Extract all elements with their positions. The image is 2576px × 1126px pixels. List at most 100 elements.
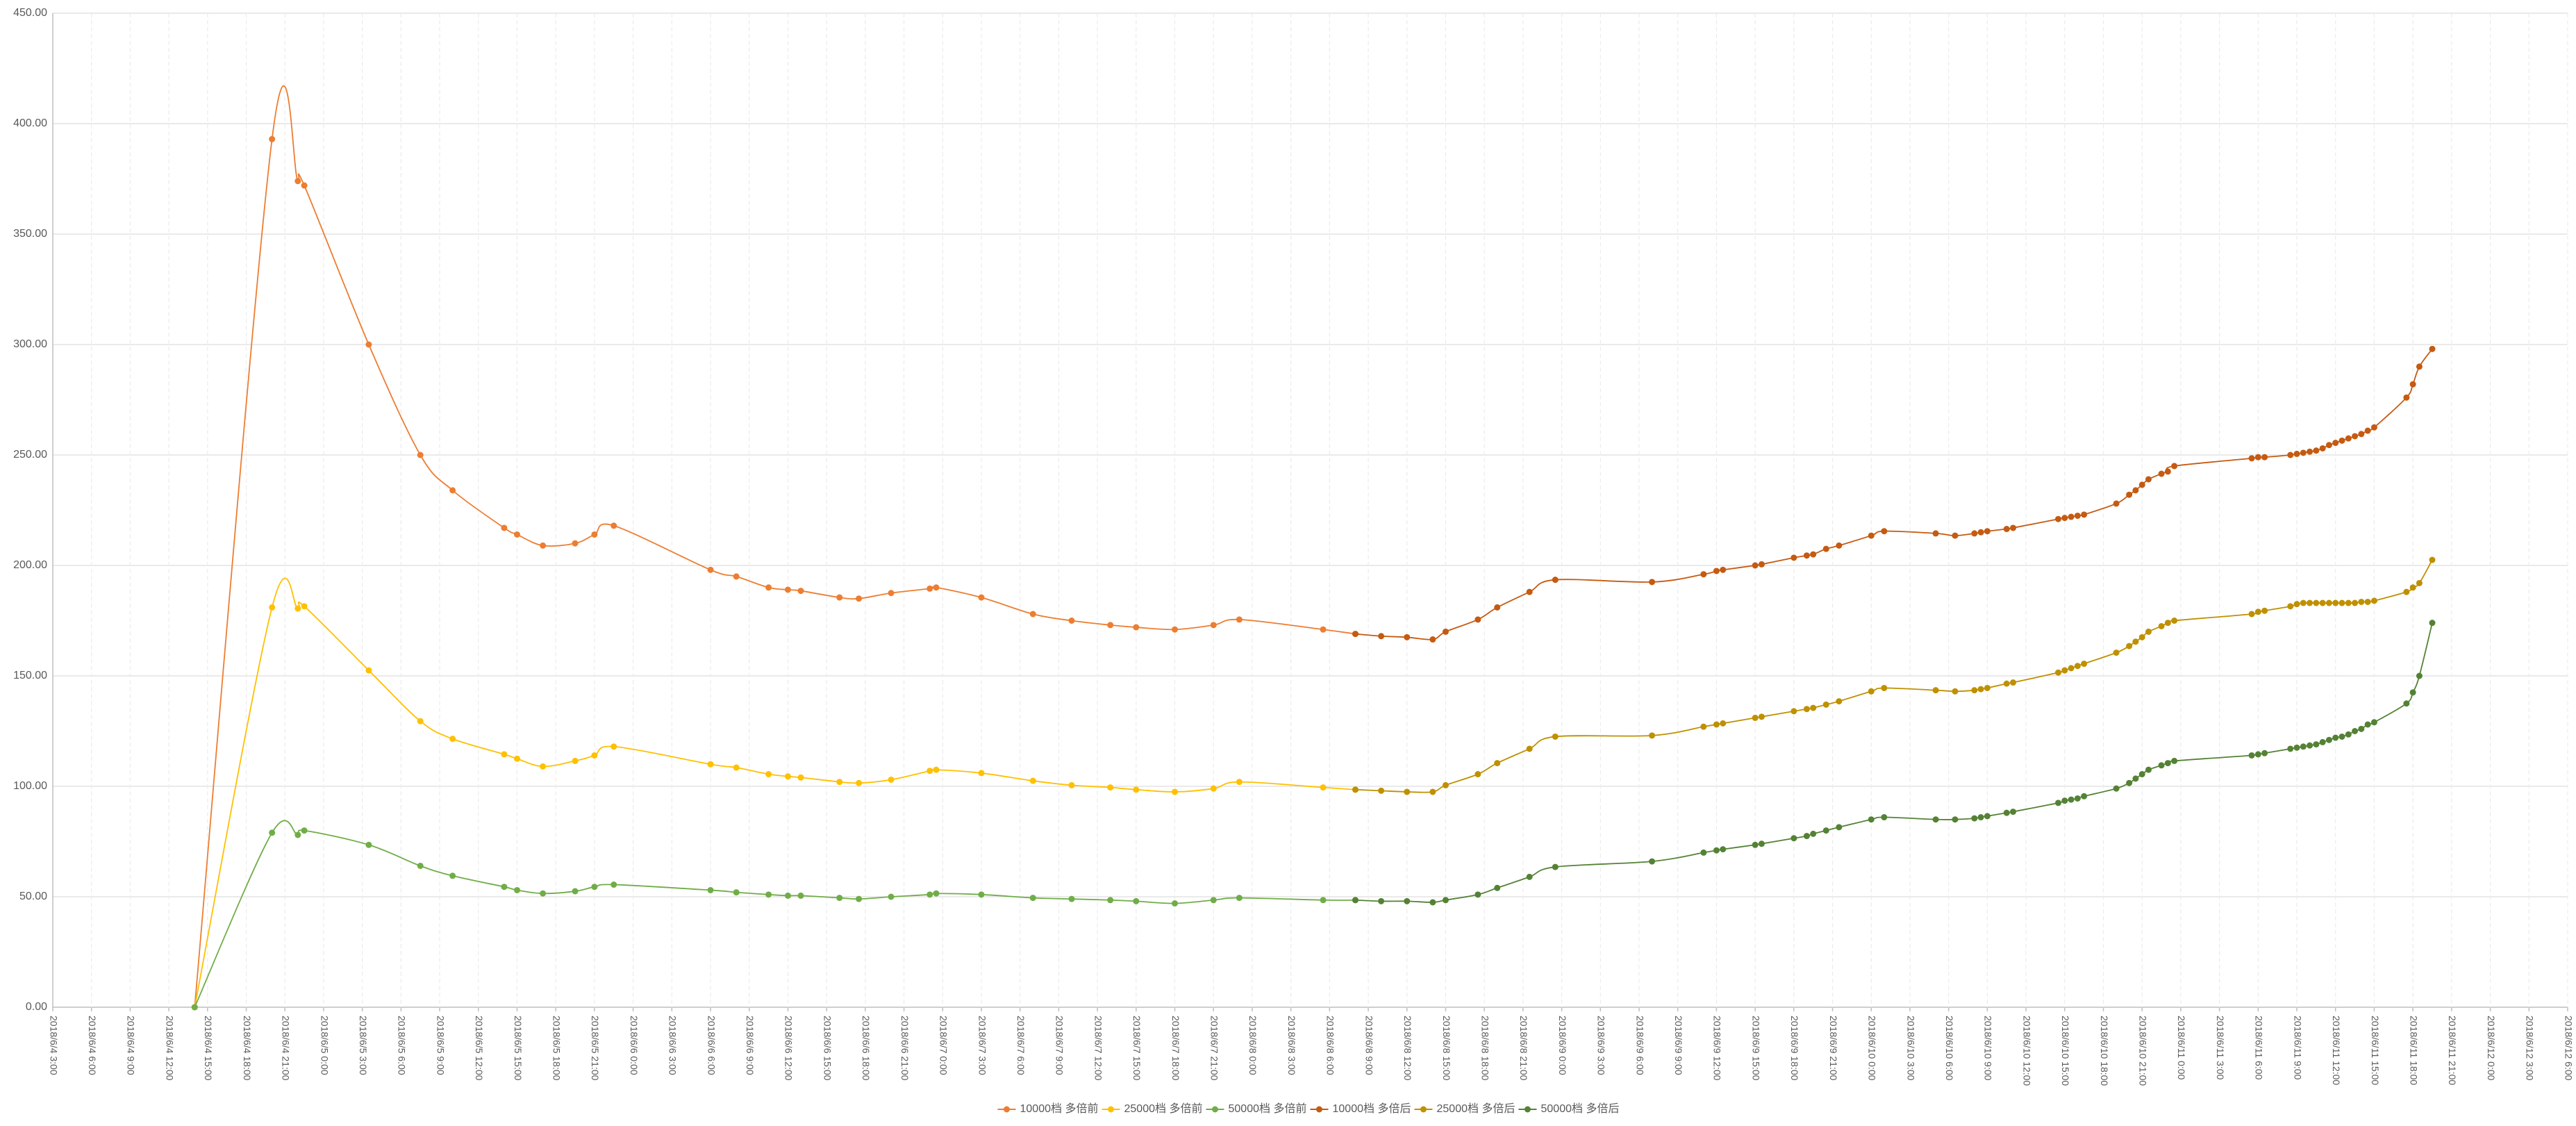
data-point [1526,745,1533,752]
data-point [1971,687,1978,694]
x-tick-label: 2018/6/10 21:00 [2138,1016,2149,1086]
data-point [926,768,933,775]
x-tick-label: 2018/6/6 6:00 [706,1016,717,1075]
legend-label: 50000档 多倍后 [1541,1102,1620,1115]
data-point [1984,813,1991,820]
data-point [933,766,940,773]
data-point [2010,524,2017,531]
x-tick-label: 2018/6/9 12:00 [1712,1016,1723,1081]
x-tick-label: 2018/6/4 3:00 [48,1016,59,1075]
data-point [933,890,940,897]
data-point [2364,598,2371,605]
x-tick-label: 2018/6/11 12:00 [2331,1016,2342,1085]
data-point [2416,672,2423,679]
data-point [1790,708,1797,715]
data-point [1429,636,1436,643]
x-tick-label: 2018/6/7 0:00 [938,1016,949,1075]
data-point [2287,603,2294,610]
data-point [856,895,863,902]
data-point [707,761,714,768]
data-point [1378,633,1385,640]
data-point [540,890,547,897]
x-tick-label: 2018/6/11 9:00 [2292,1016,2303,1080]
data-point [2429,345,2436,352]
data-point [2113,649,2120,656]
axes: 0.00 50.00 100.00 150.00 200.00 250.00 300.00 3… [13,7,2574,1086]
data-point [2345,599,2352,606]
data-point [1758,713,1765,720]
lines [191,85,2436,1011]
data-point [1352,631,1358,638]
x-tick-label: 2018/6/9 6:00 [1634,1016,1645,1075]
data-point [2171,618,2178,624]
x-tick-label: 2018/6/5 15:00 [513,1016,524,1081]
data-point [1442,781,1449,788]
data-point [1494,884,1501,891]
x-tick-label: 2018/6/11 6:00 [2254,1016,2265,1080]
data-point [1029,895,1036,902]
data-point [2403,588,2410,595]
data-point [2338,437,2345,444]
x-tick-label: 2018/6/5 21:00 [590,1016,601,1081]
data-point [1029,777,1036,784]
x-tick-label: 2018/6/9 9:00 [1673,1016,1684,1075]
data-point [501,751,508,758]
x-tick-label: 2018/6/4 15:00 [203,1016,214,1081]
data-point [1442,628,1449,635]
data-point [449,872,456,879]
data-point [2164,620,2171,627]
x-tick-label: 2018/6/6 9:00 [745,1016,756,1075]
data-point [294,605,301,612]
data-point [2010,679,2017,686]
y-tick-label: 100.00 [13,780,47,792]
data-point [1713,847,1720,854]
data-point [540,542,547,549]
x-tick-label: 2018/6/10 0:00 [1867,1016,1878,1081]
x-tick-label: 2018/6/7 12:00 [1092,1016,1104,1081]
data-point [2287,745,2294,752]
data-point [1720,846,1727,853]
data-point [365,841,372,848]
data-point [2081,661,2088,668]
data-point [2319,445,2326,452]
data-point [1803,706,1810,713]
data-point [2010,809,2017,815]
data-point [856,595,863,602]
data-point [1758,561,1765,568]
data-point [1984,684,1991,691]
x-tick-label: 2018/6/7 3:00 [977,1016,988,1075]
data-point [2074,795,2081,802]
data-point [572,888,579,895]
data-point [2403,394,2410,401]
y-tick-label: 0.00 [26,1001,47,1013]
data-point [1790,554,1797,561]
data-point [1720,720,1727,727]
data-point [1404,788,1411,795]
data-point [2313,447,2320,454]
x-tick-label: 2018/6/8 0:00 [1247,1016,1258,1075]
data-point [1320,897,1327,904]
y-tick-label: 300.00 [13,338,47,350]
data-point [1810,830,1817,837]
data-point [2332,734,2339,741]
data-point [1971,530,1978,537]
data-point [836,895,843,902]
data-point [2261,607,2268,614]
data-point [2325,736,2332,743]
x-tick-label: 2018/6/5 18:00 [551,1016,562,1081]
x-tick-label: 2018/6/8 21:00 [1518,1016,1529,1081]
data-point [2300,449,2307,456]
data-point [2003,809,2010,816]
x-tick-label: 2018/6/6 0:00 [629,1016,640,1075]
data-point [301,603,308,610]
data-point [2003,680,2010,687]
data-point [1836,824,1843,831]
data-point [294,831,301,838]
data-point [797,774,804,781]
y-tick-label: 50.00 [19,891,47,902]
data-point [449,736,456,743]
data-point [707,566,714,573]
data-point [1236,616,1243,623]
data-point [2068,665,2075,672]
data-point [2003,526,2010,533]
